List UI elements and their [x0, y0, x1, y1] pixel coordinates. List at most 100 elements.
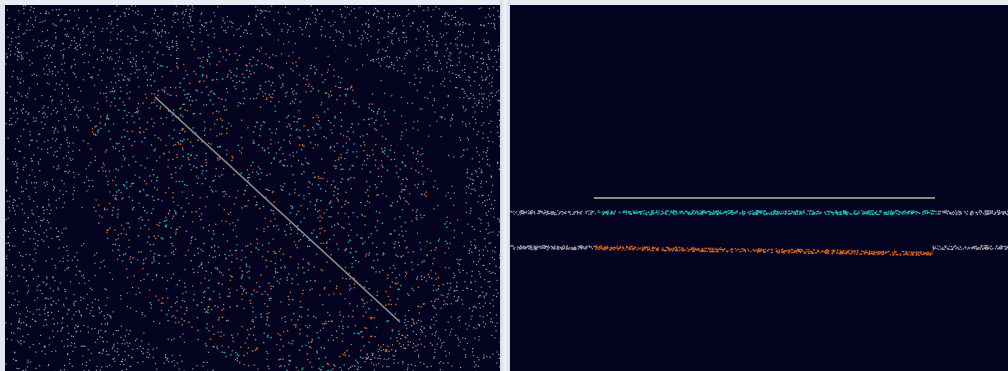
- noise-point: [320, 177, 322, 179]
- noise-point: [110, 317, 112, 319]
- scatter-viewport[interactable]: [5, 5, 500, 371]
- noise-point: [14, 352, 16, 354]
- noise-point: [465, 323, 467, 325]
- noise-point: [483, 356, 485, 358]
- view-splitter[interactable]: [500, 0, 510, 371]
- noise-point: [108, 170, 110, 172]
- noise-point: [984, 214, 986, 216]
- noise-point: [996, 211, 998, 213]
- noise-point: [51, 61, 53, 63]
- cluster-a-point: [221, 351, 223, 353]
- noise-point: [76, 114, 78, 116]
- noise-point: [213, 36, 215, 38]
- noise-point: [367, 357, 369, 359]
- noise-point: [466, 287, 468, 289]
- cluster-b-point: [150, 74, 152, 76]
- cluster-a-point: [265, 259, 267, 261]
- cluster-a-projection-point: [756, 210, 758, 212]
- projection-axis-line[interactable]: [154, 96, 401, 323]
- scatter-canvas[interactable]: [5, 5, 500, 371]
- noise-point: [372, 93, 374, 95]
- noise-point: [106, 27, 108, 29]
- cluster-b-point: [228, 295, 231, 297]
- noise-point: [477, 323, 479, 326]
- cluster-a-projection-point: [897, 210, 899, 212]
- cluster-b-point: [330, 200, 332, 202]
- cluster-b-point: [262, 95, 264, 97]
- noise-point: [114, 350, 116, 352]
- noise-point: [99, 312, 101, 314]
- noise-point: [408, 310, 410, 312]
- projection-canvas[interactable]: [510, 5, 1008, 371]
- noise-point: [79, 271, 81, 273]
- noise-point: [202, 365, 204, 367]
- noise-point: [425, 335, 427, 337]
- noise-point: [76, 330, 78, 332]
- cluster-a-projection-point: [784, 212, 786, 215]
- noise-point: [457, 317, 459, 319]
- cluster-b-point: [272, 210, 274, 212]
- noise-point: [80, 39, 82, 41]
- noise-point: [308, 35, 310, 37]
- noise-point: [498, 221, 500, 223]
- noise-point: [65, 191, 67, 193]
- noise-point: [78, 17, 80, 19]
- noise-point: [472, 57, 474, 59]
- noise-point: [60, 100, 62, 102]
- cluster-a-point: [394, 229, 396, 232]
- noise-point: [60, 330, 62, 332]
- noise-point: [22, 108, 24, 110]
- noise-point: [238, 27, 240, 30]
- noise-point: [494, 337, 496, 339]
- noise-point: [954, 212, 956, 214]
- noise-point: [347, 58, 349, 60]
- cluster-b-point: [235, 235, 238, 238]
- noise-point: [551, 213, 553, 215]
- cluster-b-point: [323, 323, 326, 325]
- noise-point: [543, 212, 546, 215]
- cluster-a-point: [308, 239, 310, 242]
- cluster-a-projection-point: [779, 212, 782, 214]
- noise-point: [32, 313, 34, 315]
- noise-point: [340, 164, 342, 166]
- noise-point: [466, 148, 468, 150]
- noise-point: [447, 362, 449, 364]
- noise-point: [141, 14, 143, 16]
- noise-point: [464, 71, 466, 73]
- noise-point: [483, 25, 486, 27]
- noise-point: [201, 165, 204, 168]
- noise-point: [19, 313, 21, 315]
- cluster-a-point: [322, 366, 324, 368]
- noise-point: [441, 116, 443, 118]
- cluster-a-projection-point: [689, 213, 691, 215]
- noise-point: [77, 116, 79, 118]
- noise-point: [47, 364, 49, 367]
- noise-point: [39, 225, 42, 227]
- cluster-b-point: [361, 298, 363, 300]
- cluster-a-point: [124, 135, 126, 138]
- noise-point: [82, 140, 84, 142]
- noise-point: [485, 181, 487, 183]
- noise-point: [394, 313, 396, 315]
- noise-point: [166, 288, 168, 290]
- cluster-a-point: [174, 210, 176, 212]
- noise-point: [107, 313, 109, 316]
- noise-point: [15, 181, 17, 183]
- noise-point: [423, 181, 425, 183]
- noise-point: [475, 246, 477, 248]
- noise-point: [277, 271, 279, 273]
- cluster-a-projection-point: [597, 211, 599, 213]
- noise-point: [452, 114, 454, 116]
- cluster-a-point: [314, 134, 317, 136]
- cluster-b-point: [413, 323, 415, 325]
- noise-point: [937, 210, 940, 212]
- noise-point: [486, 314, 488, 316]
- noise-point: [191, 41, 193, 43]
- noise-point: [255, 6, 257, 8]
- cluster-a-projection-point: [927, 212, 929, 214]
- projection-viewport[interactable]: [510, 5, 1008, 371]
- cluster-b-point: [284, 316, 286, 318]
- noise-point: [176, 362, 178, 364]
- noise-point: [116, 52, 118, 54]
- cluster-b-point: [360, 349, 362, 352]
